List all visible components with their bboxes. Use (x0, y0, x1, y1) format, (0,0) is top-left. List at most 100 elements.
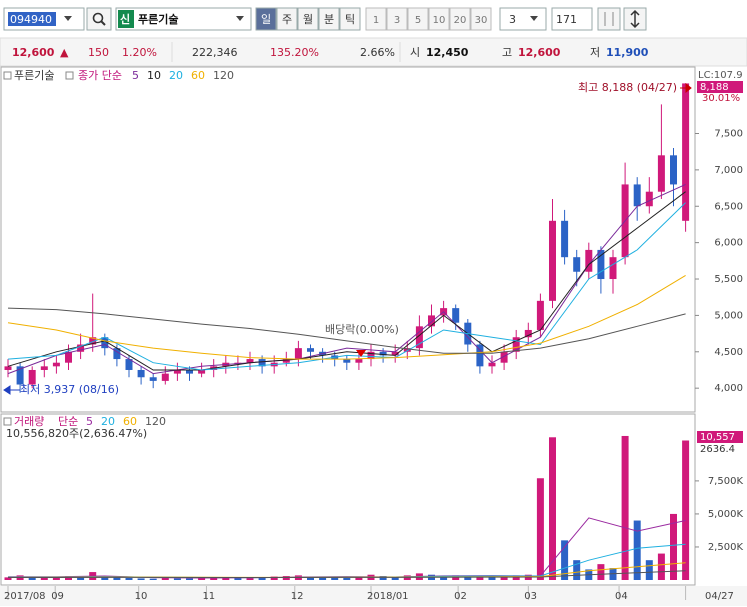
change-rate: 1.20% (122, 46, 157, 59)
volume-bar (657, 553, 665, 580)
volume-bar (536, 478, 544, 580)
last-volume-box (697, 431, 743, 443)
volume-bar (476, 576, 484, 580)
volume-bar (149, 578, 157, 580)
volume-bar (77, 576, 85, 580)
volume-bar (379, 576, 387, 580)
candle-body (65, 351, 72, 363)
candle-body (633, 184, 641, 207)
open-label: 시 (410, 46, 420, 59)
volume-bar (137, 578, 145, 580)
candle-body (500, 351, 508, 363)
period-label: 월 (303, 13, 313, 26)
period-button[interactable] (276, 7, 298, 31)
volume-bar (113, 577, 121, 580)
high: 12,600 (518, 46, 561, 59)
last-price-box (697, 81, 743, 93)
ma-line (8, 570, 686, 578)
legend-icon (65, 71, 74, 80)
stock-name: 푸른기술 (138, 12, 178, 26)
interval-button[interactable] (407, 7, 429, 31)
candle-body (125, 359, 133, 370)
volume-bar (512, 575, 520, 580)
volume-bar (343, 578, 351, 580)
legend-entry: 20 (101, 415, 115, 428)
high-label: 고 (502, 46, 512, 59)
candle-body (173, 369, 181, 374)
dropdown-arrow (530, 16, 538, 21)
interval-button[interactable] (470, 7, 492, 31)
candle-body (524, 329, 532, 338)
legend-entry: 10 (147, 69, 161, 82)
search-button[interactable] (86, 7, 112, 31)
interval-button[interactable] (386, 7, 408, 31)
price: 12,600 (12, 46, 55, 59)
low: 11,900 (606, 46, 649, 59)
x-tick-label: 2018/01 (367, 591, 409, 602)
volume-bar (65, 576, 72, 580)
volume-bar (452, 575, 460, 580)
interval-label: 1 (373, 15, 379, 26)
legend-entry: 5 (132, 69, 139, 82)
candle-body (101, 337, 109, 349)
candle-body (294, 348, 302, 360)
quote-bar (0, 37, 747, 67)
volume-bar (355, 577, 363, 580)
volume-bar (319, 577, 327, 580)
count-input[interactable] (551, 7, 593, 31)
volume-bar (488, 577, 496, 580)
volume-bar (282, 576, 290, 580)
candle-body (198, 369, 206, 374)
plot-layer (4, 83, 690, 580)
count-select[interactable] (499, 7, 547, 31)
x-tick-label: 09 (51, 591, 64, 602)
interval-button[interactable] (365, 7, 387, 31)
period-button[interactable] (339, 7, 361, 31)
x-tick-label: 11 (202, 591, 215, 602)
candle-body (149, 377, 157, 381)
name-field[interactable] (115, 7, 252, 31)
candle-icon (604, 12, 614, 26)
candle-body (512, 337, 520, 352)
y-tick-label: 7,500 (714, 128, 743, 139)
ma-line (7, 202, 686, 371)
interval-button[interactable] (428, 7, 450, 31)
count-select-value: 3 (509, 13, 516, 26)
ma-line (7, 191, 686, 371)
ma-line (7, 274, 686, 360)
candle-body (258, 359, 266, 367)
volume-bar (561, 540, 569, 580)
low-label: 저 (590, 46, 600, 59)
volume-bar (270, 576, 278, 580)
period-button[interactable] (297, 7, 319, 31)
candle-body (609, 257, 617, 280)
volume-summary: 10,556,820주(2,636.47%) (6, 427, 147, 440)
volume-rate: 135.20% (270, 46, 319, 59)
y-tick-label: 6,500 (714, 201, 743, 212)
candle-body (488, 362, 496, 367)
volume-bar (258, 577, 266, 580)
candle-body (186, 369, 193, 374)
period-button[interactable] (255, 7, 277, 31)
volume-bar (40, 577, 48, 580)
volume-bar (161, 578, 169, 580)
legend-entry: 20 (169, 69, 183, 82)
period-button[interactable] (318, 7, 340, 31)
legend-entry: 60 (191, 69, 205, 82)
low-annotation: 최저 3,937 (08/16) (20, 383, 119, 396)
sign: ▲ (60, 46, 69, 59)
date-axis (0, 586, 747, 606)
period-label: 틱 (345, 13, 355, 26)
interval-label: 20 (454, 15, 467, 26)
code: 094940 (10, 13, 52, 26)
volume-bar (440, 576, 448, 580)
period-label: 분 (324, 13, 334, 26)
interval-button[interactable] (449, 7, 471, 31)
x-tick-label: 10 (135, 591, 148, 602)
period-label: 일 (261, 12, 271, 26)
volume-bar (186, 578, 193, 580)
y-tick-label: 4,500 (714, 347, 743, 358)
candle-button[interactable] (597, 7, 621, 31)
